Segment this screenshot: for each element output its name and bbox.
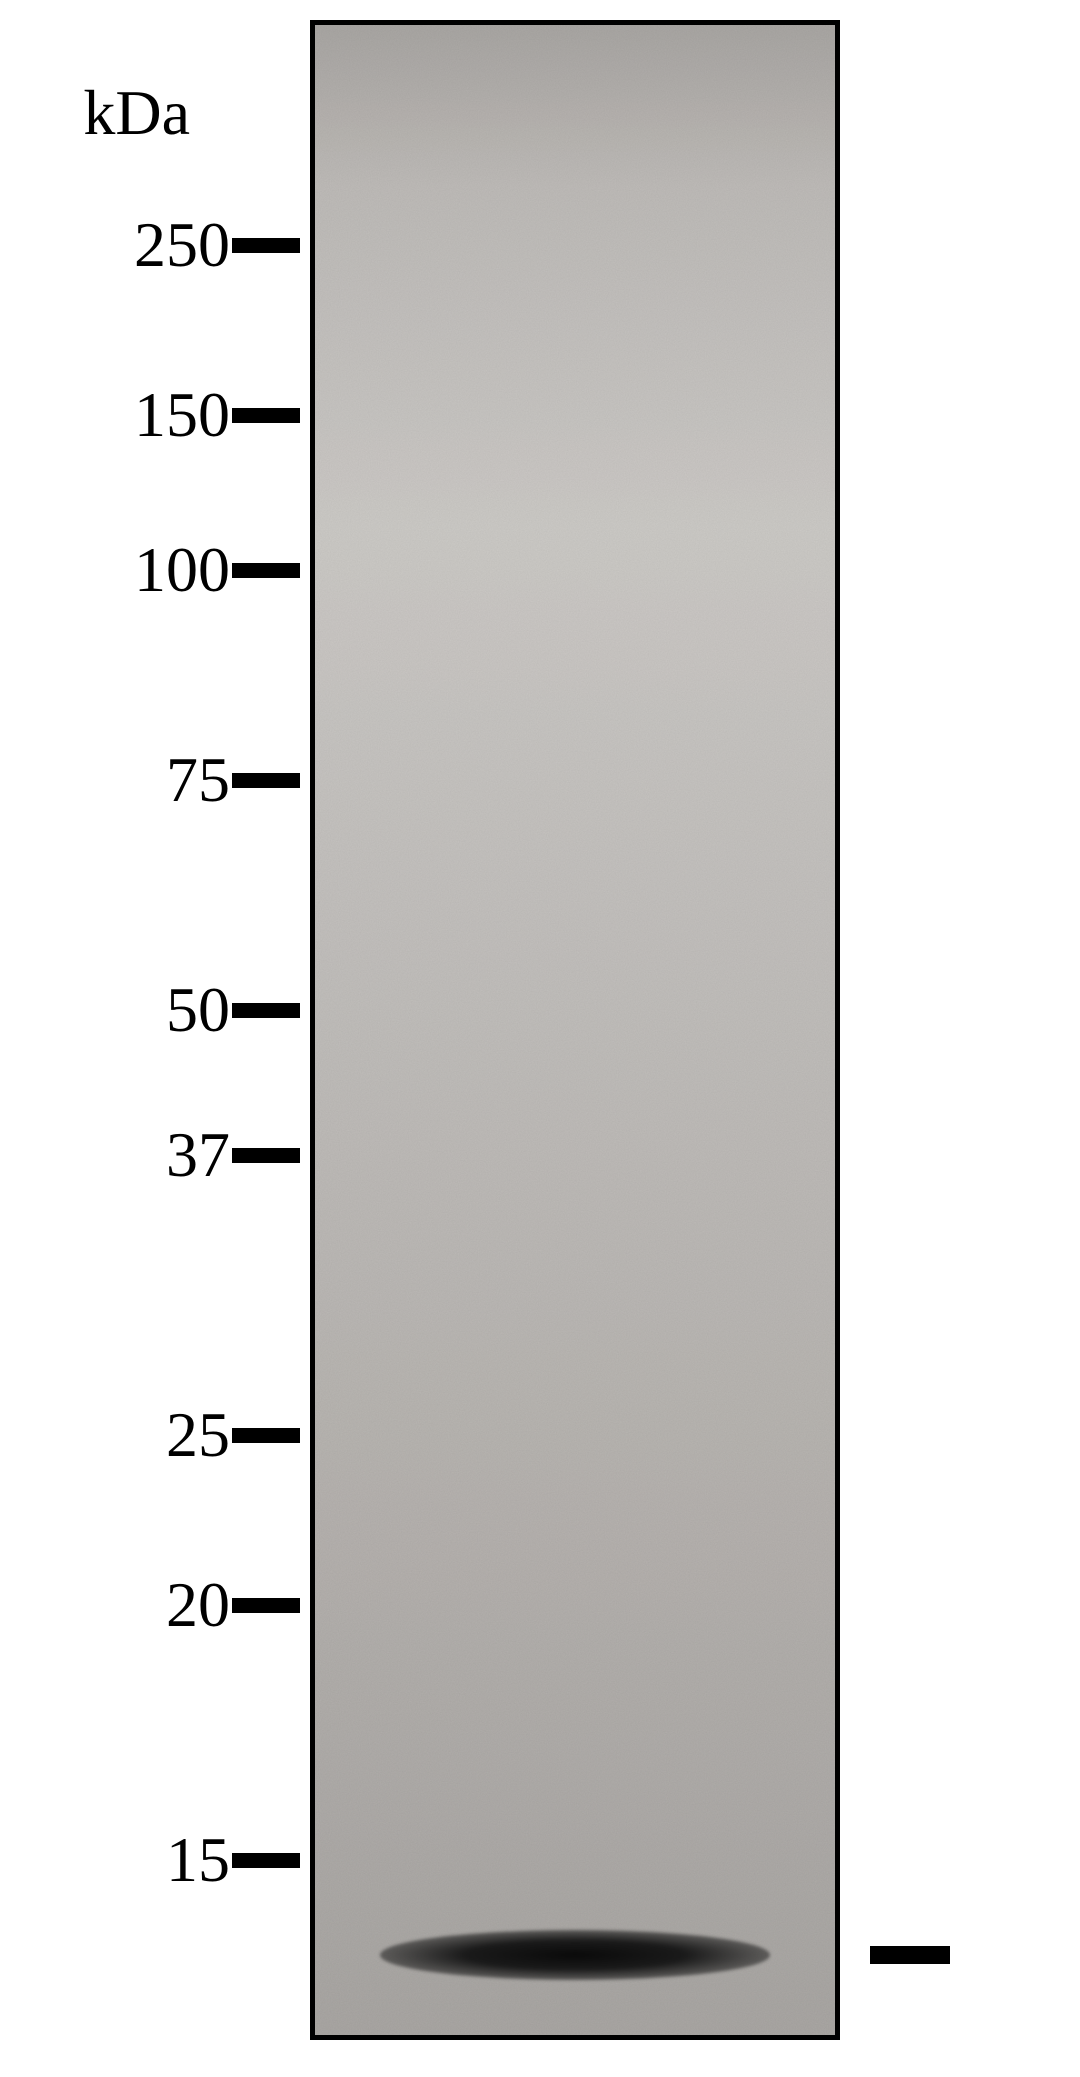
blot-lane bbox=[310, 20, 840, 2040]
marker-tick bbox=[232, 1598, 300, 1613]
band-pointer-tick bbox=[870, 1946, 950, 1964]
marker-row: 50 bbox=[0, 978, 300, 1042]
marker-tick bbox=[232, 408, 300, 423]
marker-tick bbox=[232, 1853, 300, 1868]
marker-row: 150 bbox=[0, 383, 300, 447]
marker-label: 20 bbox=[166, 1573, 230, 1637]
marker-row: 25 bbox=[0, 1403, 300, 1467]
marker-row: 20 bbox=[0, 1573, 300, 1637]
marker-row: 75 bbox=[0, 748, 300, 812]
marker-label: 100 bbox=[134, 538, 230, 602]
marker-row: 37 bbox=[0, 1123, 300, 1187]
marker-label: 250 bbox=[134, 213, 230, 277]
marker-tick bbox=[232, 238, 300, 253]
marker-label: 15 bbox=[166, 1828, 230, 1892]
marker-tick bbox=[232, 1428, 300, 1443]
marker-tick bbox=[232, 773, 300, 788]
marker-row: 250 bbox=[0, 213, 300, 277]
marker-label: 25 bbox=[166, 1403, 230, 1467]
marker-label: 50 bbox=[166, 978, 230, 1042]
protein-band bbox=[380, 1930, 770, 1980]
marker-row: 15 bbox=[0, 1828, 300, 1892]
marker-row: 100 bbox=[0, 538, 300, 602]
marker-tick bbox=[232, 563, 300, 578]
lane-noise-texture bbox=[315, 25, 840, 2040]
marker-label: 150 bbox=[134, 383, 230, 447]
marker-label: 75 bbox=[166, 748, 230, 812]
marker-tick bbox=[232, 1148, 300, 1163]
marker-label: 37 bbox=[166, 1123, 230, 1187]
axis-unit-label: kDa bbox=[83, 76, 190, 150]
marker-label-column: kDa 250 150 100 75 50 37 25 20 15 bbox=[0, 20, 300, 2040]
marker-tick bbox=[232, 1003, 300, 1018]
